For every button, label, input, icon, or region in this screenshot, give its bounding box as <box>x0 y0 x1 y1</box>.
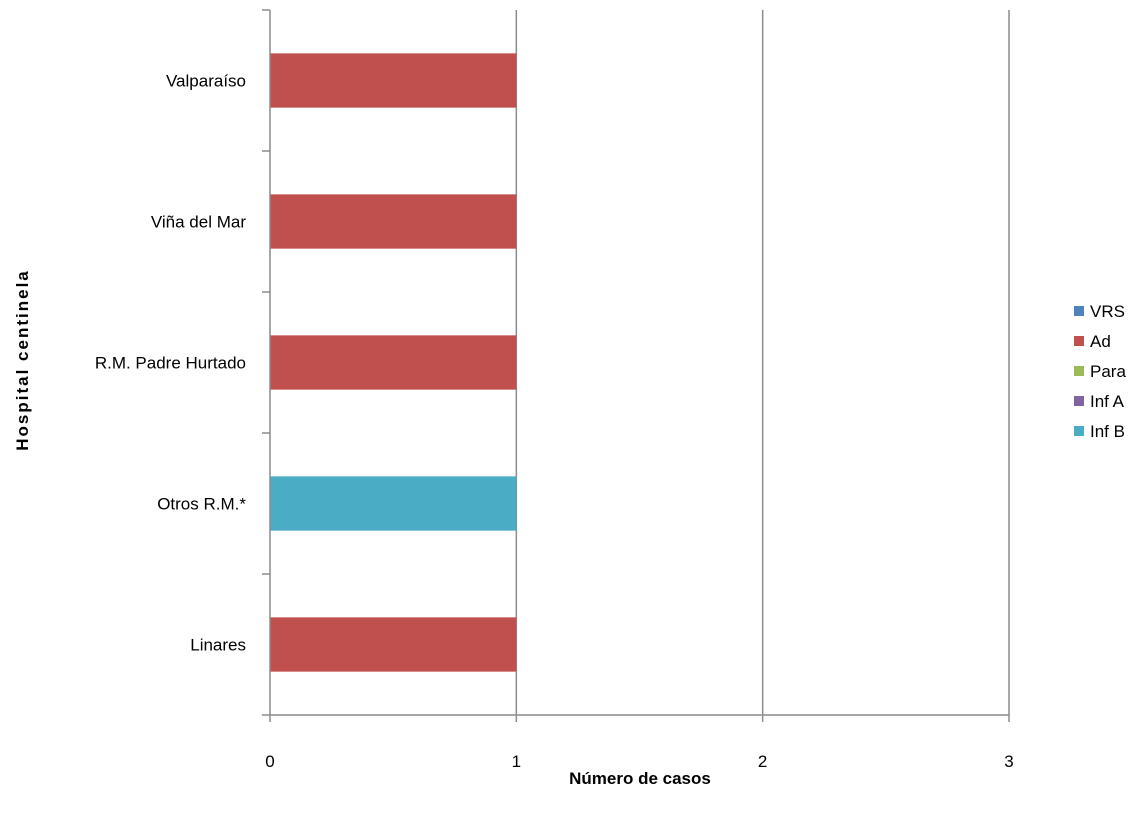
y-tick-label: Valparaíso <box>166 72 246 91</box>
bar <box>270 335 517 390</box>
x-tick-label: 3 <box>1004 752 1013 771</box>
bar <box>270 617 517 672</box>
y-tick-label: Otros R.M.* <box>157 495 246 514</box>
y-tick-label: Linares <box>190 636 246 655</box>
axes: Valparaíso Viña del Mar R.M. Padre Hurtado… <box>95 9 1014 771</box>
legend-swatch <box>1074 306 1084 316</box>
legend-label: Para <box>1090 362 1126 381</box>
legend-swatch <box>1074 426 1084 436</box>
x-tick-label: 2 <box>758 752 767 771</box>
legend-swatch <box>1074 336 1084 346</box>
legend-label: Ad <box>1090 332 1111 351</box>
legend-swatch <box>1074 366 1084 376</box>
legend-label: Inf B <box>1090 422 1125 441</box>
y-tick-label: Viña del Mar <box>151 213 246 232</box>
bar <box>270 476 517 531</box>
legend-label: VRS <box>1090 302 1125 321</box>
bar <box>270 53 517 108</box>
legend: VRS Ad Para Inf A Inf B <box>1074 302 1126 441</box>
x-axis-title: Número de casos <box>569 769 711 788</box>
gridlines <box>515 10 1010 715</box>
legend-swatch <box>1074 396 1084 406</box>
y-axis-title: Hospital centinela <box>13 269 32 450</box>
legend-label: Inf A <box>1090 392 1125 411</box>
y-tick-label: R.M. Padre Hurtado <box>95 354 246 373</box>
x-tick-label: 1 <box>512 752 521 771</box>
bar <box>270 194 517 249</box>
x-tick-label: 0 <box>265 752 274 771</box>
bars <box>270 53 517 672</box>
